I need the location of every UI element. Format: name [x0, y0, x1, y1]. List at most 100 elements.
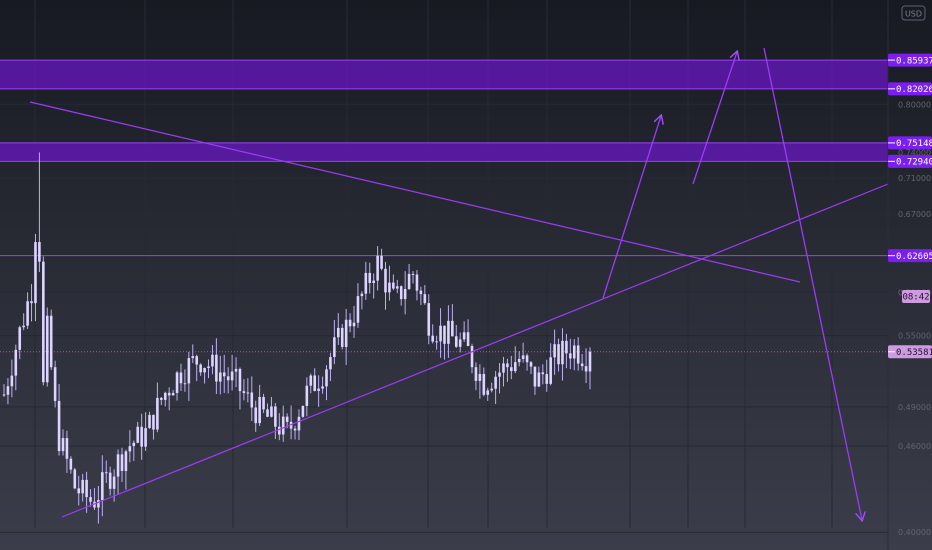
candle-body: [415, 274, 419, 291]
candle-body: [230, 371, 234, 381]
candle-body: [116, 454, 120, 477]
candle-body: [525, 355, 529, 363]
candle-body: [18, 327, 22, 350]
candle-body: [352, 322, 356, 327]
candle-body: [321, 386, 324, 389]
price-axis-tick-label: 0.46000: [898, 442, 931, 451]
candle-body: [163, 392, 167, 400]
candlestick-series: [2, 152, 592, 524]
price-tag-label: 0.62605: [896, 252, 932, 262]
candle-body: [191, 356, 195, 359]
candle-body: [553, 344, 556, 358]
candle-body: [89, 497, 92, 502]
price-tag-box: [888, 345, 932, 359]
price-tag-box: [888, 249, 932, 263]
candle-body: [160, 397, 163, 400]
price-tag-label: 0.75148: [896, 139, 932, 149]
candle-body: [199, 364, 202, 373]
currency-badge[interactable]: [901, 5, 926, 21]
projection-arrow-up-2[interactable]: [692, 52, 737, 185]
candle-body: [384, 268, 387, 293]
candle-body: [541, 372, 545, 375]
candle-body: [136, 426, 140, 443]
candle-body: [407, 273, 411, 289]
descending-trendline[interactable]: [29, 101, 801, 283]
candle-body: [360, 293, 364, 297]
candle-body: [222, 372, 226, 377]
candle-body: [148, 414, 151, 429]
resistance-zone: [0, 142, 888, 162]
candle-body: [388, 282, 391, 293]
resistance-zone: [0, 60, 888, 89]
candle-body: [61, 438, 65, 452]
candle-body: [285, 416, 289, 422]
candle-body: [557, 344, 560, 365]
candle-body: [53, 367, 57, 401]
candle-body: [297, 416, 301, 431]
candle-body: [69, 458, 73, 470]
candle-body: [498, 372, 501, 377]
candle-body: [215, 354, 218, 382]
candle-body: [333, 337, 336, 358]
projection-arrow-down[interactable]: [763, 47, 862, 520]
candle-body: [93, 501, 96, 508]
candle-body: [171, 392, 175, 396]
candle-body: [10, 375, 14, 387]
candle-body: [470, 345, 474, 368]
price-tag-label: 0.82026: [896, 85, 932, 95]
candle-body: [502, 363, 505, 373]
candle-body: [478, 373, 482, 381]
candle-body: [451, 320, 454, 337]
candle-body: [77, 488, 81, 494]
price-tag-box: [888, 82, 932, 96]
candle-body: [2, 394, 6, 396]
candle-body: [466, 332, 470, 346]
candle-body: [336, 327, 340, 338]
candle-body: [435, 341, 438, 343]
candle-body: [376, 255, 379, 281]
ascending-trendline[interactable]: [61, 183, 889, 518]
candle-body: [281, 416, 285, 435]
candle-body: [120, 454, 124, 471]
candle-body: [266, 409, 269, 417]
candle-body: [486, 390, 490, 395]
candle-body: [38, 242, 41, 262]
candle-body: [447, 320, 450, 344]
candle-body: [458, 339, 462, 347]
candle-body: [576, 345, 580, 364]
candle-body: [128, 446, 132, 452]
candle-body: [97, 500, 100, 508]
candle-body: [73, 469, 77, 489]
candle-body: [140, 426, 143, 447]
candle-body: [474, 367, 478, 381]
candle-body: [580, 363, 584, 367]
candle-body: [49, 315, 53, 368]
candle-body: [26, 301, 29, 326]
projection-arrow-up-1[interactable]: [602, 116, 661, 299]
candle-body: [112, 476, 116, 489]
candle-body: [144, 428, 147, 447]
candle-body: [309, 375, 313, 386]
candle-body: [156, 397, 159, 430]
candle-body: [108, 472, 112, 489]
trend-drawings[interactable]: [29, 47, 889, 520]
candle-body: [258, 396, 261, 424]
candle-body: [313, 375, 316, 391]
candle-body: [340, 327, 344, 347]
candle-body: [293, 428, 297, 431]
candle-body: [399, 286, 403, 300]
candle-body: [179, 372, 183, 384]
currency-label: USD: [905, 10, 922, 19]
candle-body: [101, 472, 104, 501]
candle-body: [403, 288, 407, 300]
candle-body: [203, 368, 206, 373]
candle-body: [250, 392, 254, 408]
price-axis-tick-label: 0.40000: [898, 528, 931, 537]
candle-body: [226, 376, 230, 381]
candle-body: [219, 372, 222, 382]
candle-body: [242, 391, 246, 394]
candle-body: [278, 426, 281, 435]
